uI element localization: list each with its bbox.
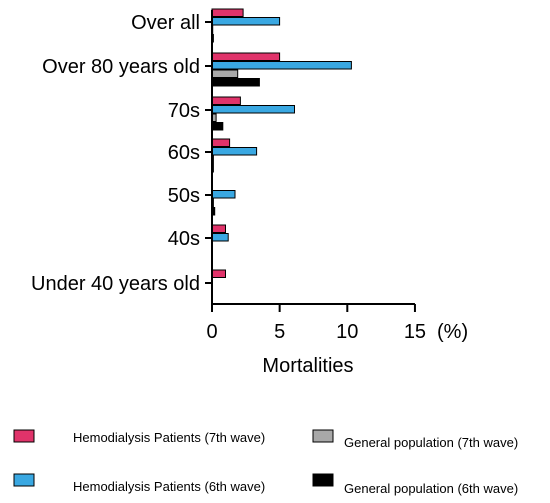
category-labels-group: Over all Over 80 years old 70s 60s 50s 40s Und…: [31, 12, 200, 295]
legend-swatch: [312, 429, 334, 443]
legend: Hemodialysis Patients (7th wave) Hemodial…: [13, 429, 518, 496]
x-tick-label: 10: [336, 321, 358, 343]
x-tick-labels-group: 0 5 10 15: [206, 321, 426, 343]
legend-label: General population (7th wave): [344, 435, 518, 450]
bar-s1-c4: [211, 190, 236, 199]
bar-s3-c2: [211, 122, 224, 131]
legend-label: General population (6th wave): [344, 481, 518, 496]
bar-s0-c1: [211, 52, 281, 61]
category-label: 60s: [168, 142, 200, 164]
bar-s2-c1: [211, 69, 239, 78]
legend-swatch: [13, 473, 35, 487]
category-label: 50s: [168, 185, 200, 207]
y-ticks-group: [205, 21, 212, 284]
legend-swatch: [312, 473, 334, 487]
category-label: Under 40 years old: [31, 273, 200, 295]
category-label: 70s: [168, 100, 200, 122]
bar-s1-c1: [211, 61, 352, 70]
x-tick-label: 0: [206, 321, 217, 343]
legend-label: Hemodialysis Patients (6th wave): [73, 479, 265, 494]
x-axis-title: Mortalities: [262, 355, 353, 377]
bar-s3-c1: [211, 78, 260, 87]
bar-s0-c6: [211, 269, 226, 278]
legend-label: Hemodialysis Patients (7th wave): [73, 430, 265, 445]
category-label: 40s: [168, 228, 200, 250]
category-label: Over all: [131, 12, 200, 34]
bars-group: [211, 8, 352, 278]
bar-s0-c2: [211, 96, 241, 105]
bar-s0-c5: [211, 224, 226, 233]
x-tick-label: 5: [274, 321, 285, 343]
legend-swatch: [13, 429, 35, 443]
bar-s0-c3: [211, 138, 231, 147]
x-axis-unit: (%): [437, 321, 468, 343]
x-tick-label: 15: [404, 321, 426, 343]
bar-s1-c3: [211, 147, 258, 156]
x-ticks-group: [211, 304, 416, 312]
bar-s1-c2: [211, 105, 295, 114]
bar-s1-c0: [211, 17, 281, 26]
bar-s0-c0: [211, 8, 244, 17]
bar-s1-c5: [211, 233, 229, 242]
category-label: Over 80 years old: [42, 56, 200, 78]
